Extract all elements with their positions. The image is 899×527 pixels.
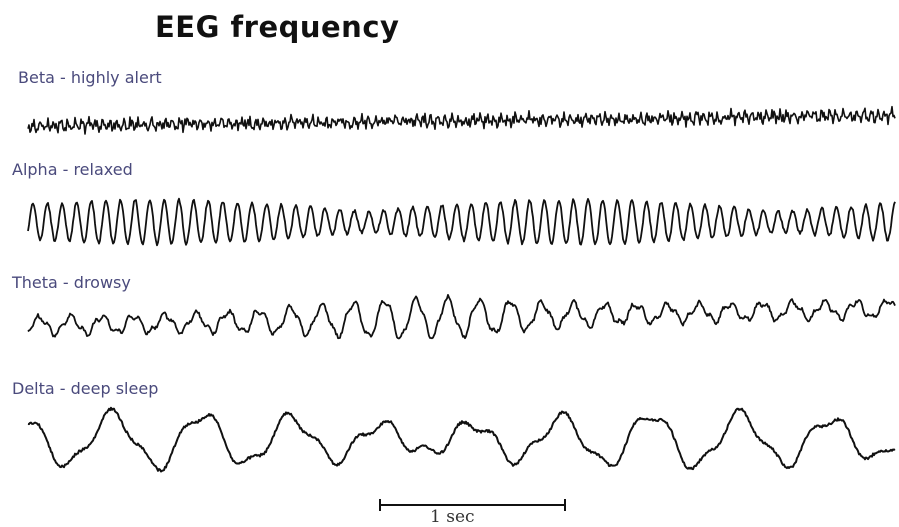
delta-label: Delta - deep sleep	[12, 379, 159, 398]
beta-wave-trace	[27, 105, 896, 135]
scale-bar	[379, 499, 566, 511]
scale-bar-label: 1 sec	[430, 507, 475, 527]
diagram-title: EEG frequency	[155, 10, 400, 44]
theta-wave-trace	[27, 294, 896, 340]
delta-wave-trace	[27, 406, 896, 473]
beta-label: Beta - highly alert	[18, 68, 162, 87]
theta-label: Theta - drowsy	[12, 273, 131, 292]
alpha-wave-trace	[27, 197, 896, 247]
alpha-label: Alpha - relaxed	[12, 160, 133, 179]
